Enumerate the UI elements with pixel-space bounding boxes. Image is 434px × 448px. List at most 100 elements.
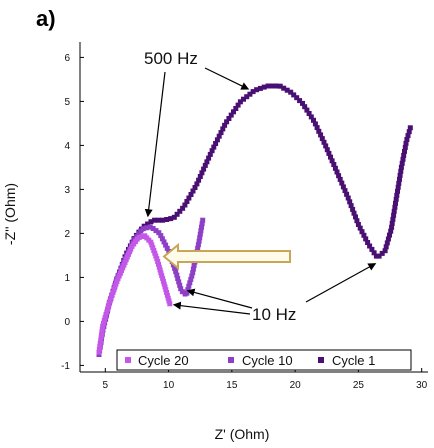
data-point bbox=[164, 292, 170, 298]
legend-swatch-cycle-20 bbox=[125, 357, 131, 363]
data-point bbox=[172, 265, 178, 271]
data-point bbox=[345, 195, 351, 201]
data-point bbox=[114, 278, 120, 284]
data-point bbox=[213, 141, 219, 146]
data-point bbox=[196, 238, 202, 244]
y-axis-label: -Z'' (Ohm) bbox=[2, 183, 18, 245]
data-point bbox=[314, 125, 320, 131]
data-point bbox=[391, 212, 397, 218]
data-point bbox=[109, 292, 115, 298]
data-point bbox=[326, 150, 332, 156]
data-point bbox=[105, 303, 111, 309]
arrow-500hz-to-cycle1-peak bbox=[204, 67, 250, 90]
x-tick-label: 30 bbox=[416, 380, 428, 391]
data-point bbox=[379, 250, 385, 256]
data-point bbox=[182, 202, 188, 208]
data-point bbox=[177, 282, 183, 288]
arrow-10hz-to-cycle1-minimum bbox=[305, 263, 377, 303]
data-point bbox=[174, 211, 180, 217]
data-point bbox=[396, 180, 402, 186]
data-point bbox=[403, 140, 409, 146]
data-point bbox=[247, 91, 253, 97]
data-point bbox=[113, 281, 119, 287]
x-tick-label: 20 bbox=[290, 380, 302, 391]
data-point bbox=[385, 236, 391, 242]
data-point bbox=[308, 114, 314, 120]
data-point bbox=[201, 166, 207, 172]
data-point bbox=[153, 228, 159, 234]
data-point bbox=[277, 83, 283, 89]
data-point bbox=[284, 87, 290, 93]
data-point bbox=[392, 204, 398, 210]
data-point bbox=[174, 272, 180, 278]
data-point bbox=[99, 326, 105, 332]
legend-swatch-cycle-1 bbox=[318, 357, 324, 363]
data-point bbox=[110, 289, 116, 295]
data-point bbox=[100, 323, 106, 329]
data-point bbox=[180, 205, 186, 211]
data-point bbox=[376, 253, 382, 259]
data-point bbox=[161, 239, 167, 245]
data-point bbox=[269, 83, 275, 89]
data-point bbox=[199, 224, 204, 230]
data-point bbox=[304, 107, 310, 113]
data-point bbox=[401, 152, 407, 158]
data-point bbox=[189, 273, 195, 279]
data-point bbox=[348, 203, 354, 209]
data-point bbox=[199, 221, 205, 227]
data-point bbox=[112, 284, 118, 290]
data-point bbox=[369, 246, 375, 252]
data-point bbox=[237, 99, 243, 105]
data-point bbox=[102, 315, 108, 321]
data-point bbox=[165, 295, 171, 301]
y-tick-label: 2 bbox=[64, 229, 70, 240]
data-point bbox=[124, 254, 130, 260]
data-point bbox=[175, 276, 181, 281]
x-tick-label: 25 bbox=[353, 380, 365, 391]
panel-label: a) bbox=[36, 6, 56, 31]
data-point bbox=[136, 234, 142, 240]
data-point bbox=[96, 349, 102, 355]
data-point bbox=[329, 158, 335, 164]
data-point bbox=[384, 240, 390, 246]
data-point bbox=[332, 165, 338, 171]
legend: Cycle 20 Cycle 10 Cycle 1 bbox=[116, 349, 412, 371]
data-point bbox=[257, 85, 263, 91]
data-point bbox=[144, 225, 150, 231]
data-point bbox=[344, 191, 350, 197]
legend-box bbox=[116, 349, 412, 371]
data-point bbox=[318, 132, 324, 138]
data-point bbox=[211, 144, 217, 150]
y-tick-label: 3 bbox=[64, 185, 70, 196]
data-point bbox=[328, 154, 333, 160]
data-point bbox=[138, 228, 144, 234]
data-point bbox=[353, 214, 358, 220]
data-point bbox=[209, 148, 215, 154]
data-point bbox=[204, 159, 210, 165]
data-point bbox=[404, 137, 410, 142]
data-point bbox=[96, 346, 102, 352]
y-tick-label: 6 bbox=[64, 53, 70, 64]
data-point bbox=[145, 221, 151, 227]
data-point bbox=[106, 301, 112, 306]
data-point bbox=[167, 301, 173, 307]
data-point bbox=[324, 147, 330, 153]
data-point bbox=[393, 196, 399, 202]
data-point bbox=[350, 206, 356, 212]
arrow-10hz-to-cycle20 bbox=[172, 301, 251, 315]
data-point bbox=[342, 188, 348, 194]
data-point bbox=[214, 137, 220, 143]
data-point bbox=[288, 89, 294, 95]
data-point bbox=[98, 335, 104, 341]
data-point bbox=[199, 170, 205, 176]
data-point bbox=[190, 270, 196, 276]
data-point bbox=[198, 228, 204, 234]
data-point bbox=[399, 160, 405, 166]
data-point bbox=[394, 192, 400, 198]
data-point bbox=[186, 195, 192, 201]
data-point bbox=[159, 273, 165, 279]
data-point bbox=[126, 251, 131, 257]
data-point bbox=[150, 226, 156, 231]
data-point bbox=[158, 233, 164, 239]
data-point bbox=[197, 174, 203, 179]
